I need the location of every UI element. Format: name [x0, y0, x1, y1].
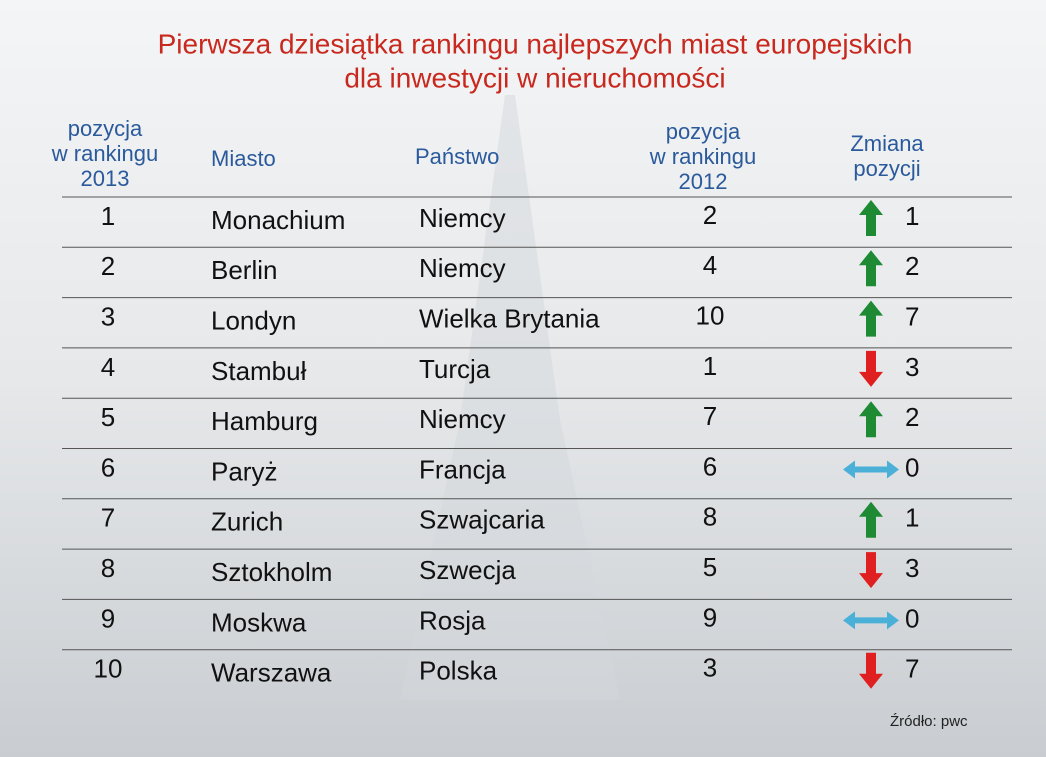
position-change: 2: [905, 402, 919, 432]
rank-2012: 4: [703, 250, 717, 280]
position-change: 7: [905, 654, 919, 684]
city: Paryż: [211, 456, 277, 486]
title: Pierwsza dziesiątka rankingu najlepszych…: [158, 28, 913, 59]
rank-2013: 7: [101, 503, 115, 533]
rank-2012: 10: [696, 300, 725, 330]
country: Niemcy: [419, 404, 506, 434]
rank-2013: 5: [101, 402, 115, 432]
column-header: 2013: [81, 166, 130, 191]
column-header: pozycja: [68, 116, 143, 141]
city: Warszawa: [211, 658, 332, 688]
position-change: 0: [905, 452, 919, 482]
position-change: 3: [905, 352, 919, 382]
country: Francja: [419, 454, 506, 484]
column-header: pozycja: [666, 119, 741, 144]
country: Szwecja: [419, 555, 516, 585]
arrow-up: [859, 300, 883, 337]
position-change: 0: [905, 603, 919, 633]
rank-2013: 6: [101, 452, 115, 482]
rank-2013: 1: [101, 201, 115, 231]
country: Wielka Brytania: [419, 303, 600, 333]
city: Berlin: [211, 255, 277, 285]
city: Londyn: [211, 305, 296, 335]
table-content: Pierwsza dziesiątka rankingu najlepszych…: [51, 28, 1012, 689]
title: dla inwestycji w nieruchomości: [344, 62, 725, 93]
position-change: 3: [905, 553, 919, 583]
position-change: 1: [905, 503, 919, 533]
city: Stambuł: [211, 356, 307, 386]
column-header: w rankingu: [51, 141, 158, 166]
column-header: 2012: [679, 169, 728, 194]
rank-2012: 5: [703, 552, 717, 582]
rank-2012: 2: [703, 200, 717, 230]
arrow-up: [859, 501, 883, 538]
city: Hamburg: [211, 406, 318, 436]
city: Zurich: [211, 507, 283, 537]
country: Turcja: [419, 354, 491, 384]
column-header: w rankingu: [649, 144, 756, 169]
arrow-down: [859, 552, 883, 589]
rank-2013: 3: [101, 301, 115, 331]
arrow-down: [859, 350, 883, 387]
country: Niemcy: [419, 203, 506, 233]
country: Niemcy: [419, 253, 506, 283]
rank-2013: 4: [101, 352, 115, 382]
arrow-down: [859, 652, 883, 689]
position-change: 2: [905, 251, 919, 281]
arrow-up: [859, 200, 883, 236]
arrow-up: [859, 250, 883, 287]
column-header: Zmiana: [850, 131, 924, 156]
arrow-both: [843, 611, 899, 630]
city: Monachium: [211, 205, 345, 235]
column-header: Miasto: [211, 146, 276, 171]
rank-2013: 2: [101, 251, 115, 281]
rank-2013: 10: [94, 654, 123, 684]
column-header: Państwo: [415, 144, 499, 169]
rank-2012: 3: [703, 653, 717, 683]
rank-2013: 9: [101, 603, 115, 633]
rank-2012: 9: [703, 602, 717, 632]
arrow-up: [859, 401, 883, 438]
country: Szwajcaria: [419, 505, 545, 535]
rank-2012: 6: [703, 451, 717, 481]
source: Źródło: pwc: [890, 713, 968, 730]
rank-2013: 8: [101, 553, 115, 583]
country: Polska: [419, 656, 498, 686]
position-change: 1: [905, 201, 919, 231]
country: Rosja: [419, 605, 486, 635]
rank-2012: 7: [703, 401, 717, 431]
city: Moskwa: [211, 607, 307, 637]
rank-2012: 1: [703, 351, 717, 381]
arrow-both: [843, 460, 899, 479]
rank-2012: 8: [703, 502, 717, 532]
city: Sztokholm: [211, 557, 332, 587]
column-header: pozycji: [853, 156, 920, 181]
position-change: 7: [905, 301, 919, 331]
